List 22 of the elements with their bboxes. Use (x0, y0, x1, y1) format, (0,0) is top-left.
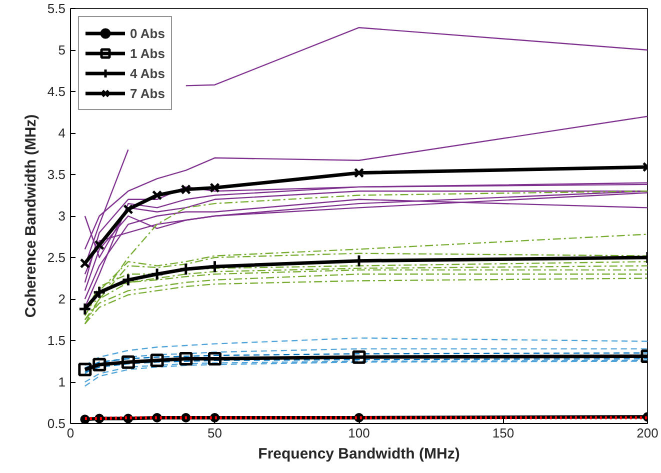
x-axis-title: Frequency Bandwidth (MHz) (258, 446, 460, 462)
y-tick-label: 3 (58, 208, 66, 224)
y-tick-label: 5.5 (47, 1, 66, 16)
y-tick-label: 4 (58, 126, 66, 140)
y-axis-title: Coherence Bandwidth (MHz) (22, 114, 40, 318)
legend-label: 1 Abs (130, 46, 165, 60)
legend-label: 4 Abs (130, 66, 165, 80)
legend-label: 0 Abs (130, 26, 165, 40)
y-tick-label: 1.5 (47, 333, 66, 348)
x-tick-label: 50 (208, 426, 222, 440)
x-tick-label: 200 (636, 426, 658, 440)
y-tick-label: 0.5 (47, 416, 66, 431)
legend-label: 7 Abs (130, 86, 165, 100)
y-tick-label: 1 (58, 374, 66, 390)
y-tick-label: 2 (58, 292, 66, 306)
x-tick-label: 0 (66, 426, 74, 440)
y-tick-label: 3.5 (47, 167, 66, 182)
x-tick-label: 150 (492, 426, 514, 440)
y-tick-label: 2.5 (47, 250, 66, 265)
x-tick-label: 100 (348, 426, 370, 440)
y-tick-label: 5 (58, 42, 66, 58)
y-tick-label: 4.5 (47, 84, 66, 99)
